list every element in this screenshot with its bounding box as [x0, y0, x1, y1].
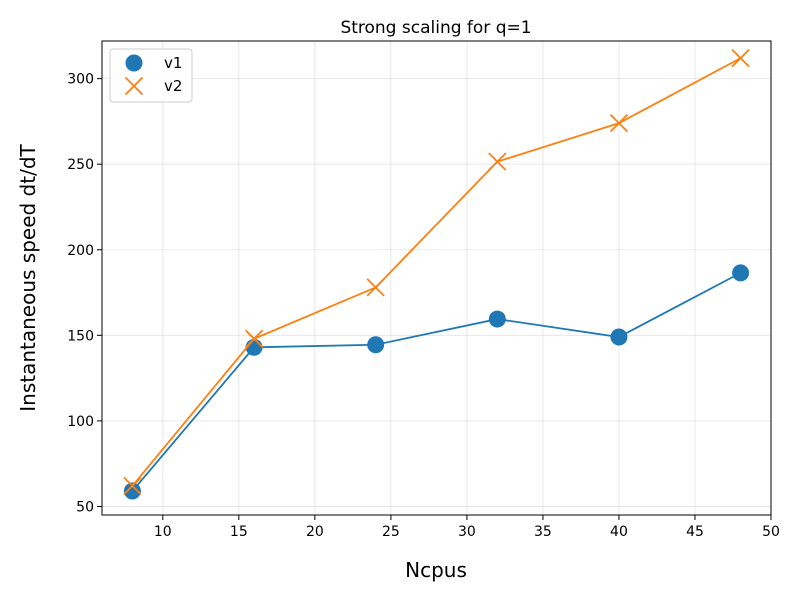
- data-point-v2: [244, 329, 264, 348]
- legend-item-v2: v2: [124, 76, 182, 96]
- legend-label: v2: [164, 77, 182, 95]
- legend-label: v1: [164, 54, 182, 72]
- data-point-v1: [732, 264, 750, 282]
- y-tick-label: 150: [67, 328, 94, 344]
- series-v2: [123, 48, 750, 496]
- legend-marker: [125, 54, 143, 72]
- data-point-v2: [123, 476, 142, 496]
- data-point-v1: [488, 310, 506, 328]
- x-tick-label: 40: [610, 524, 628, 540]
- data-point-v1: [367, 336, 385, 354]
- series-line-v1: [131, 272, 742, 492]
- data-point-v2: [488, 152, 507, 171]
- series-line-v2: [131, 57, 742, 487]
- x-tick-label: 50: [762, 524, 780, 540]
- x-tick-label: 45: [686, 524, 704, 540]
- y-tick-label: 50: [76, 499, 94, 515]
- data-point-v1: [123, 482, 141, 500]
- x-axis-label: Ncpus: [405, 558, 467, 582]
- data-point-v2: [366, 278, 385, 297]
- x-tick-label: 15: [230, 524, 248, 540]
- y-axis: 50 100 150 200 250 300: [67, 72, 102, 515]
- data-point-v2: [609, 114, 629, 133]
- legend-marker: [124, 76, 144, 96]
- x-tick-label: 25: [382, 524, 400, 540]
- y-tick-label: 300: [67, 72, 94, 88]
- y-tick-label: 200: [67, 243, 94, 259]
- y-axis-label: Instantaneous speed dt/dT: [16, 143, 40, 411]
- plot-frame: [101, 40, 772, 516]
- x-tick-label: 30: [458, 524, 476, 540]
- data-point-v2: [731, 48, 750, 68]
- series-v1: [123, 264, 750, 500]
- x-tick-label: 20: [306, 524, 324, 540]
- x-tick-label: 35: [534, 524, 552, 540]
- data-point-v1: [610, 328, 628, 346]
- x-tick-label: 10: [154, 524, 172, 540]
- chart-title: Strong scaling for q=1: [340, 18, 531, 38]
- y-tick-label: 250: [67, 157, 94, 173]
- series-layer: [123, 48, 750, 500]
- y-tick-label: 100: [67, 414, 94, 430]
- legend-item-v1: v1: [125, 54, 182, 72]
- x-axis: 10 15 20 25 30 35 40 45 50: [154, 515, 780, 540]
